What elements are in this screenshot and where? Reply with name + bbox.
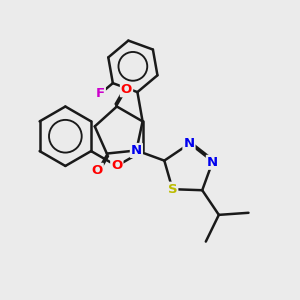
Text: O: O bbox=[92, 164, 103, 177]
Text: O: O bbox=[121, 83, 132, 96]
Text: S: S bbox=[168, 183, 177, 196]
Text: F: F bbox=[96, 87, 105, 100]
Text: N: N bbox=[207, 156, 218, 169]
Text: N: N bbox=[183, 137, 194, 151]
Text: N: N bbox=[131, 144, 142, 157]
Text: O: O bbox=[111, 160, 122, 172]
